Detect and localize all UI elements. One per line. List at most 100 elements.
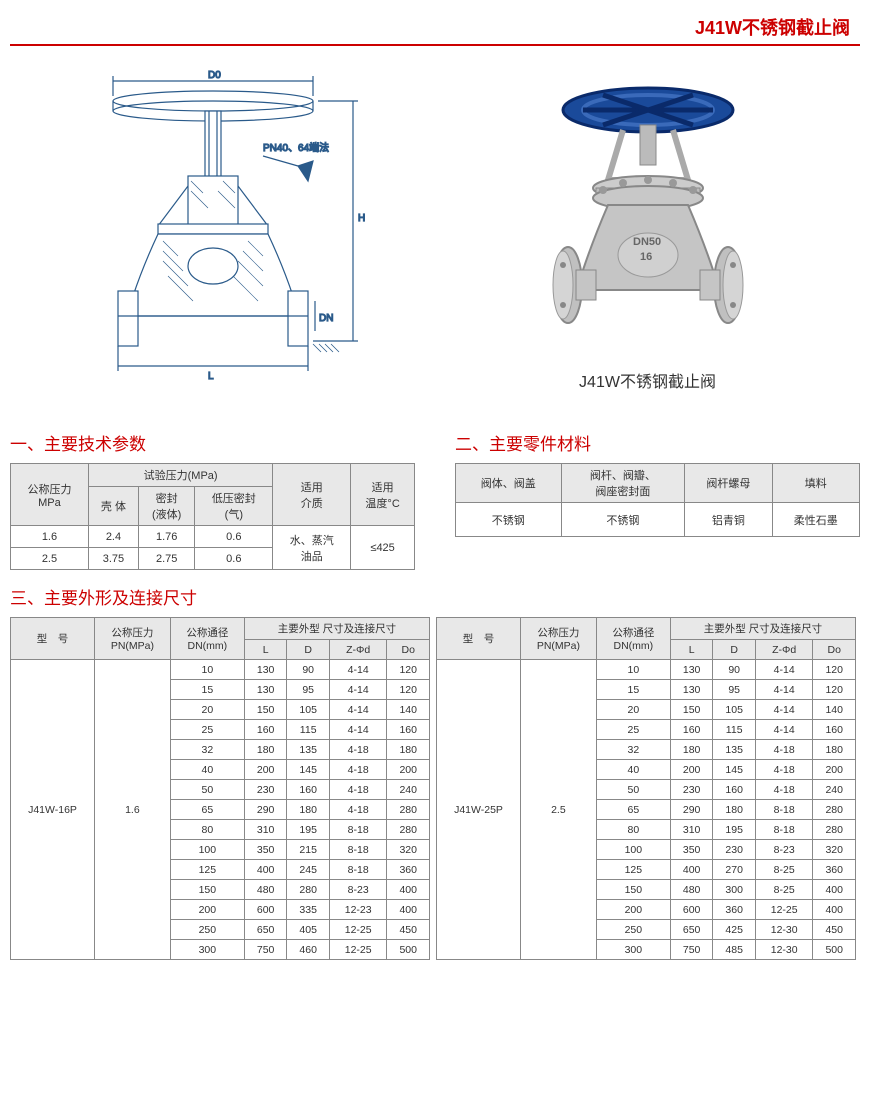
th-L: L [670,640,713,660]
cell: 125 [170,860,244,880]
cell: 12-25 [329,920,386,940]
cell: 8-18 [329,840,386,860]
cell: 4-14 [329,660,386,680]
cell: 115 [287,720,330,740]
cell: 4-18 [329,740,386,760]
cell: 130 [244,660,287,680]
cell: 25 [170,720,244,740]
cell: 80 [170,820,244,840]
cell: 90 [713,660,756,680]
th-main: 主要外型 尺寸及连接尺寸 [244,618,429,640]
cell: 120 [387,660,430,680]
cell-pn: 1.6 [95,660,171,960]
photo-caption: J41W不锈钢截止阀 [478,368,818,392]
cell: 1.76 [139,526,195,548]
th-seal-liq: 密封 (液体) [139,487,195,526]
th: 阀杆、阀瓣、 阀座密封面 [561,464,685,503]
cell: 300 [170,940,244,960]
th-temp: 适用 温度°C [351,464,415,526]
cell: 600 [670,900,713,920]
th-test-p: 试验压力(MPa) [88,464,272,487]
cell: 230 [244,780,287,800]
cell: 40 [170,760,244,780]
section2-title: 二、主要零件材料 [455,430,860,455]
cell: 200 [813,760,856,780]
svg-text:D0: D0 [208,70,221,81]
product-photo: DN50 16 [498,60,798,360]
cell: 15 [170,680,244,700]
cell: 300 [713,880,756,900]
cell: 425 [713,920,756,940]
cell: 2.5 [11,548,89,570]
cell: 4-14 [329,700,386,720]
cell: 290 [244,800,287,820]
cell: 240 [387,780,430,800]
cell: 8-18 [755,820,812,840]
th-D: D [287,640,330,660]
cell: 750 [244,940,287,960]
cell: 铝青铜 [685,503,772,537]
cell: 12-25 [755,900,812,920]
th-medium: 适用 介质 [273,464,351,526]
cell: 450 [813,920,856,940]
th-Zphi: Z-Φd [755,640,812,660]
cell: 4-14 [755,720,812,740]
cell: 140 [813,700,856,720]
svg-text:PN40、64端法: PN40、64端法 [263,141,329,154]
cell: 480 [670,880,713,900]
cell: 400 [244,860,287,880]
cell: 450 [387,920,430,940]
cell: 12-23 [329,900,386,920]
cell: 15 [596,680,670,700]
svg-text:DN: DN [319,313,333,324]
cell: 1.6 [11,526,89,548]
cell: 柔性石墨 [772,503,859,537]
cell: 4-14 [329,680,386,700]
cell: 180 [670,740,713,760]
technical-diagram: D0 PN40、64端法 [53,56,393,396]
cell: 400 [387,880,430,900]
cell: 360 [813,860,856,880]
cell: 105 [287,700,330,720]
cell: 200 [596,900,670,920]
cell: 50 [596,780,670,800]
cell: 320 [387,840,430,860]
cell: 8-23 [329,880,386,900]
svg-text:16: 16 [640,251,652,263]
cell: 400 [813,880,856,900]
th-seal-gas: 低压密封 (气) [195,487,273,526]
cell: 160 [713,780,756,800]
cell: 160 [670,720,713,740]
cell: 160 [244,720,287,740]
cell: 250 [170,920,244,940]
cell: 95 [287,680,330,700]
cell: 130 [670,680,713,700]
cell: 405 [287,920,330,940]
cell: 125 [596,860,670,880]
product-photo-box: DN50 16 J41W不锈钢截止阀 [478,60,818,392]
section-2: 二、主要零件材料 阀体、阀盖 阀杆、阀瓣、 阀座密封面 阀杆螺母 填料 不锈钢 … [455,416,860,570]
cell: 120 [813,680,856,700]
cell: 4-18 [755,740,812,760]
cell: 25 [596,720,670,740]
cell: 20 [596,700,670,720]
th-D: D [713,640,756,660]
cell: 20 [170,700,244,720]
cell: 95 [713,680,756,700]
cell: 500 [387,940,430,960]
cell: 4-14 [329,720,386,740]
section1-title: 一、主要技术参数 [10,430,415,455]
cell: 4-18 [755,780,812,800]
cell: 200 [387,760,430,780]
cell: 135 [713,740,756,760]
th-model: 型 号 [437,618,521,660]
cell-pn: 2.5 [521,660,597,960]
cell: 32 [596,740,670,760]
cell: 12-30 [755,940,812,960]
cell: 180 [387,740,430,760]
cell: 120 [813,660,856,680]
cell: 485 [713,940,756,960]
cell: 280 [813,800,856,820]
cell: 160 [287,780,330,800]
cell: 180 [713,800,756,820]
